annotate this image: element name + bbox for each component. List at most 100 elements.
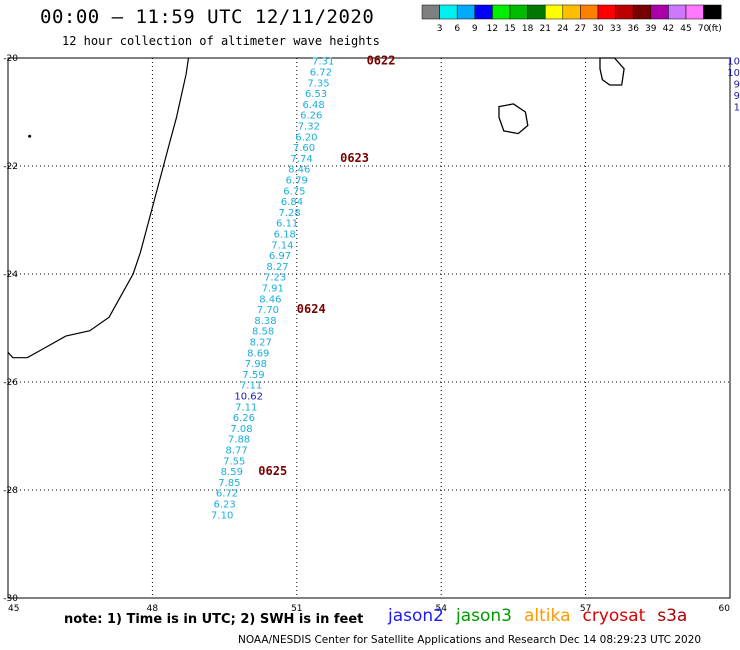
edge-swh-value: 10 <box>727 68 740 79</box>
swh-value-label: 6.26 <box>300 111 322 122</box>
swh-value-label: 8.38 <box>254 316 276 327</box>
colorbar-swatch <box>456 4 476 20</box>
colorbar-tick-label: 33 <box>610 24 621 34</box>
colorbar-tick-label: 36 <box>627 24 639 34</box>
y-tick-label: -22 <box>3 162 18 172</box>
satellite-name: jason3 <box>456 606 512 626</box>
y-tick-label: -28 <box>3 486 18 496</box>
colorbar-tick-label: 6 <box>454 24 460 34</box>
edge-swh-value: 10 <box>727 57 740 68</box>
colorbar-swatch <box>632 4 652 20</box>
colorbar-swatch <box>544 4 564 20</box>
satellite-name: cryosat <box>582 606 646 626</box>
swh-value-label: 7.60 <box>293 143 315 154</box>
swh-value-label: 7.31 <box>312 57 334 68</box>
swh-value-label: 8.27 <box>266 262 288 273</box>
swh-value-label: 7.98 <box>245 359 267 370</box>
colorbar-tick-label: 39 <box>645 24 657 34</box>
colorbar-tick-label: 27 <box>575 24 586 34</box>
satellite-name: jason2 <box>388 606 444 626</box>
swh-value-label: 7.59 <box>242 370 264 381</box>
swh-value-label: 6.72 <box>310 68 332 79</box>
colorbar-tick-label: 24 <box>557 24 569 34</box>
swh-value-label: 8.46 <box>259 294 281 305</box>
swh-value-label: 6.26 <box>233 413 255 424</box>
colorbar-tick-label: 21 <box>539 24 550 34</box>
y-tick-label: -26 <box>3 378 18 388</box>
swh-value-label: 7.11 <box>240 381 262 392</box>
x-tick-label: 48 <box>147 604 159 614</box>
colorbar-swatch <box>439 4 458 20</box>
colorbar-tick-label: 9 <box>472 24 478 34</box>
credit-line: NOAA/NESDIS Center for Satellite Applica… <box>238 634 702 646</box>
colorbar-swatch <box>615 4 634 20</box>
page-title: 00:00 – 11:59 UTC 12/11/2020 <box>40 6 375 28</box>
swh-value-label: 6.75 <box>283 186 305 197</box>
y-tick-label: -20 <box>3 54 18 64</box>
swh-value-label: 8.46 <box>288 165 310 176</box>
swh-value-label: 7.28 <box>278 208 300 219</box>
islet <box>28 134 32 138</box>
edge-swh-value: 1 <box>734 103 740 114</box>
swh-value-label: 6.53 <box>305 89 327 100</box>
x-tick-label: 60 <box>719 604 731 614</box>
colorbar-swatch <box>527 4 546 20</box>
swh-value-label: 6.72 <box>216 489 238 500</box>
colorbar-tick-label: 45 <box>680 24 691 34</box>
edge-swh-value: 9 <box>734 91 740 102</box>
colorbar-legend: 3 6 9 12 15 18 21 24 27 30 33 36 39 42 45 70(ft) <box>421 4 722 34</box>
y-tick-label: -30 <box>3 594 18 604</box>
colorbar-swatch <box>703 4 722 20</box>
colorbar-swatch <box>509 4 528 20</box>
pass-time-label: 0623 <box>340 151 369 165</box>
pass-time-label: 0625 <box>258 464 287 478</box>
colorbar-unit: (ft) <box>708 24 722 34</box>
swh-value-label: 8.27 <box>250 338 272 349</box>
reunion-island <box>498 103 529 135</box>
colorbar-tick-label: 42 <box>663 24 674 34</box>
colorbar-tick-label: 12 <box>487 24 498 34</box>
satellite-name: s3a <box>657 606 688 626</box>
colorbar-tick-label: 70 <box>698 24 710 34</box>
swh-value-label: 7.35 <box>307 78 329 89</box>
colorbar-tick-label: 15 <box>504 24 515 34</box>
swh-value-label: 6.79 <box>286 176 308 187</box>
colorbar-tick-label: 3 <box>437 24 443 34</box>
swh-value-label: 7.70 <box>257 305 279 316</box>
swh-value-label: 6.84 <box>281 197 303 208</box>
pass-time-label: 0624 <box>297 302 326 316</box>
swh-value-label: 7.08 <box>230 424 252 435</box>
swh-value-label: 7.55 <box>223 456 245 467</box>
colorbar-swatch <box>474 4 493 20</box>
colorbar-tick-label: 18 <box>522 24 534 34</box>
swh-value-label: 8.69 <box>247 348 269 359</box>
swh-value-label: 6.23 <box>213 500 235 511</box>
swh-value-label: 8.59 <box>221 467 243 478</box>
edge-swh-value: 9 <box>734 80 740 91</box>
x-tick-label: 57 <box>580 604 591 614</box>
footer-note: note: 1) Time is in UTC; 2) SWH is in fe… <box>64 612 364 627</box>
colorbar-swatch <box>421 4 440 20</box>
colorbar-swatch <box>685 4 704 20</box>
colorbar-swatch <box>562 4 581 20</box>
swh-value-label: 6.11 <box>276 219 298 230</box>
satellite-legend: jason2 jason3 altika cryosat s3a <box>388 606 699 626</box>
colorbar-swatch <box>580 4 599 20</box>
swh-value-label: 7.10 <box>211 510 233 521</box>
colorbar-swatch <box>668 4 687 20</box>
y-tick-label: -24 <box>3 270 18 280</box>
swh-value-label: 7.11 <box>235 402 257 413</box>
swh-value-label: 7.74 <box>290 154 312 165</box>
swh-value-label: 7.32 <box>298 122 320 133</box>
swh-value-label: 6.97 <box>269 251 291 262</box>
swh-value-label: 7.23 <box>264 273 286 284</box>
swh-value-label: 8.58 <box>252 327 274 338</box>
x-tick-label: 54 <box>435 604 447 614</box>
swh-value-label: 7.91 <box>262 284 284 295</box>
x-tick-label: 51 <box>291 604 302 614</box>
satellite-name: altika <box>524 606 571 626</box>
swh-value-label: 8.77 <box>226 446 248 457</box>
swh-value-label: 7.88 <box>228 435 250 446</box>
swh-value-label: 6.48 <box>303 100 325 111</box>
